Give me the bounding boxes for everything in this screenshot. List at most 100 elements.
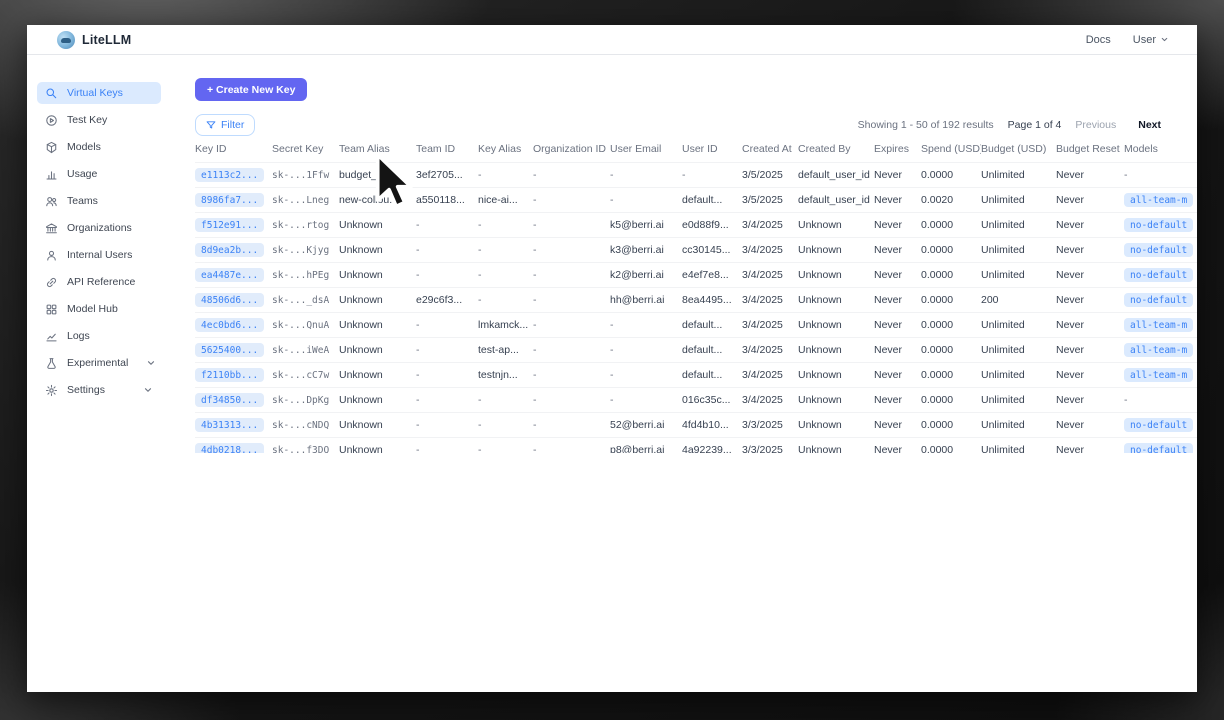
cell-spend: 0.0000 [921,269,954,281]
cell-budget-reset: Never [1056,394,1085,406]
key-id-pill[interactable]: df34850... [195,393,265,407]
bar-chart-icon [45,168,58,181]
table-row[interactable]: 48506d6... sk-..._dsA Unknown e29c6f3... - - h… [195,287,1197,313]
secret-key-value: sk-...cC7w [272,370,330,381]
cell-budget: Unlimited [981,244,1025,256]
models-badge: no-default [1124,443,1194,453]
key-id-pill[interactable]: 4ec0bd6... [195,318,265,332]
cell-team-alias: Unknown [339,344,383,356]
secret-key-value: sk-...f3DQ [272,445,330,453]
sidebar-item-test-key[interactable]: Test Key [37,109,161,131]
cell-team-alias: new-collou... [339,194,398,206]
cell-created-at: 3/5/2025 [742,169,783,181]
sidebar: Virtual Keys Test Key Models Usage Teams Orga… [27,55,187,692]
virtual-keys-table-container[interactable]: Key ID Secret Key Team Alias Team ID Key Ali… [195,142,1197,453]
cell-key-alias: testnjn... [478,369,518,381]
key-id-pill[interactable]: 8d9ea2b... [195,243,265,257]
models-badge: no-default [1124,418,1194,432]
sidebar-item-api-reference[interactable]: API Reference [37,271,161,293]
cell-org-id: - [533,244,537,256]
cell-created-at: 3/4/2025 [742,294,783,306]
cell-user-id: e0d88f9... [682,219,729,231]
cell-org-id: - [533,169,537,181]
sidebar-item-settings[interactable]: Settings [37,379,161,401]
cell-org-id: - [533,219,537,231]
cell-created-at: 3/4/2025 [742,269,783,281]
table-row[interactable]: 4ec0bd6... sk-...QnuA Unknown - lmkamck... - -… [195,312,1197,338]
sidebar-item-experimental[interactable]: Experimental [37,352,161,374]
sidebar-item-label: API Reference [67,276,136,288]
flask-icon [45,357,58,370]
table-row[interactable]: 4db0218... sk-...f3DQ Unknown - - - p8@berri.a… [195,437,1197,453]
cell-user-email: k5@berri.ai [610,219,664,231]
cell-team-alias: budget_te... [339,169,395,181]
key-id-pill[interactable]: 5625400... [195,343,265,357]
grid-icon [45,303,58,316]
user-menu[interactable]: User [1133,34,1169,46]
sidebar-item-teams[interactable]: Teams [37,190,161,212]
cell-user-email: hh@berri.ai [610,294,665,306]
filter-button[interactable]: Filter [195,114,256,136]
cell-budget-reset: Never [1056,444,1085,453]
cell-team-alias: Unknown [339,444,383,453]
next-page-button[interactable]: Next [1138,119,1161,131]
cell-spend: 0.0020 [921,194,954,206]
key-id-pill[interactable]: f2110bb... [195,368,265,382]
table-row[interactable]: e1113c2... sk-...1Ffw budget_te... 3ef2705.… [195,162,1197,188]
litellm-logo-icon [57,30,75,49]
column-header-expires: Expires [874,143,910,155]
key-id-pill[interactable]: e1113c2... [195,168,265,182]
cell-user-id: 016c35c... [682,394,731,406]
cell-team-id: a550118... [416,194,465,206]
secret-key-value: sk-...hPEg [272,270,330,281]
key-id-pill[interactable]: 8986fa7... [195,193,265,207]
cell-budget: 200 [981,294,999,306]
table-row[interactable]: 4b31313... sk-...cNDQ Unknown - - - 52@berri.a… [195,412,1197,438]
sidebar-item-models[interactable]: Models [37,136,161,158]
table-row[interactable]: 8d9ea2b... sk-...Kjyg Unknown - - - k3@berri.a… [195,237,1197,263]
sidebar-item-label: Settings [67,384,105,396]
sidebar-item-internal-users[interactable]: Internal Users [37,244,161,266]
sidebar-item-virtual-keys[interactable]: Virtual Keys [37,82,161,104]
cell-key-alias: - [478,419,482,431]
cell-expires: Never [874,369,903,381]
key-id-pill[interactable]: f512e91... [195,218,265,232]
table-row[interactable]: 5625400... sk-...iWeA Unknown - test-ap... - -… [195,337,1197,363]
cell-key-alias: - [478,294,482,306]
table-row[interactable]: ea4487e... sk-...hPEg Unknown - - - k2@berri.a… [195,262,1197,288]
column-header-budget_reset: Budget Reset [1056,143,1120,155]
cell-team-id: - [416,419,420,431]
key-id-pill[interactable]: ea4487e... [195,268,265,282]
sidebar-item-logs[interactable]: Logs [37,325,161,347]
sidebar-item-usage[interactable]: Usage [37,163,161,185]
cell-team-alias: Unknown [339,419,383,431]
table-row[interactable]: 8986fa7... sk-...Lneg new-collou... a550118… [195,187,1197,213]
cell-user-id: 8ea4495... [682,294,732,306]
table-row[interactable]: f512e91... sk-...rtog Unknown - - - k5@berri.a… [195,212,1197,238]
table-row[interactable]: df34850... sk-...DpKg Unknown - - - - 016c35c..… [195,387,1197,413]
cell-user-email: k3@berri.ai [610,244,664,256]
column-header-team_alias: Team Alias [339,143,390,155]
key-id-pill[interactable]: 4b31313... [195,418,265,432]
cell-budget-reset: Never [1056,269,1085,281]
cell-org-id: - [533,444,537,453]
sidebar-item-organizations[interactable]: Organizations [37,217,161,239]
cell-org-id: - [533,194,537,206]
docs-link[interactable]: Docs [1085,33,1111,46]
create-new-key-button[interactable]: + Create New Key [195,78,308,101]
cell-budget-reset: Never [1056,194,1085,206]
key-id-pill[interactable]: 48506d6... [195,293,265,307]
column-header-created_at: Created At [742,143,792,155]
sidebar-item-model-hub[interactable]: Model Hub [37,298,161,320]
cell-user-id: cc30145... [682,244,731,256]
cell-team-id: - [416,394,420,406]
previous-page-button[interactable]: Previous [1075,119,1117,131]
key-id-pill[interactable]: 4db0218... [195,443,265,453]
table-row[interactable]: f2110bb... sk-...cC7w Unknown - testnjn... - -… [195,362,1197,388]
cell-org-id: - [533,319,537,331]
cell-expires: Never [874,244,903,256]
cell-budget-reset: Never [1056,219,1085,231]
column-header-secret_key: Secret Key [272,143,324,155]
cell-team-id: - [416,444,420,453]
cell-created-by: Unknown [798,319,842,331]
